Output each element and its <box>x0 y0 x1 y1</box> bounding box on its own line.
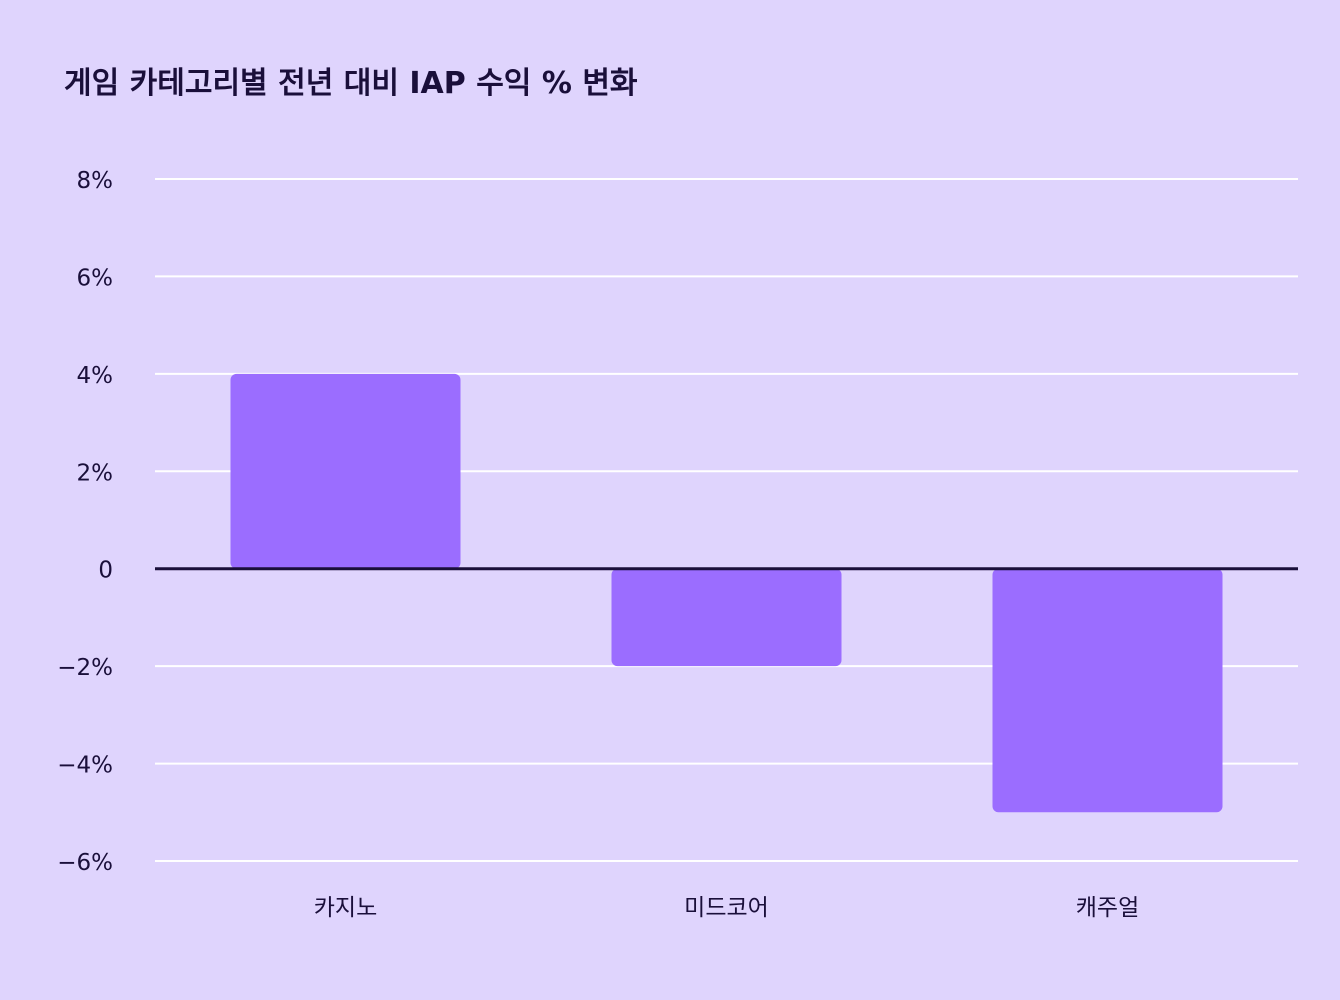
y-tick-label: 8% <box>77 168 114 194</box>
y-tick-label: −4% <box>57 753 113 779</box>
y-tick-label: 6% <box>77 265 114 291</box>
y-tick-label: 0 <box>98 558 113 584</box>
y-tick-label: 2% <box>77 460 114 486</box>
bar-1 <box>230 373 461 569</box>
chart-title: 게임 카테고리별 전년 대비 IAP 수익 % 변화 <box>64 66 638 101</box>
bar-2 <box>611 568 842 667</box>
y-tick-label: 4% <box>77 363 114 389</box>
y-tick-label: −6% <box>57 850 113 876</box>
x-category-label: 미드코어 <box>684 895 769 921</box>
x-category-label: 캐주얼 <box>1076 895 1139 921</box>
x-category-label: 카지노 <box>314 895 377 921</box>
bar-3 <box>992 568 1223 813</box>
y-tick-label: −2% <box>57 655 113 681</box>
